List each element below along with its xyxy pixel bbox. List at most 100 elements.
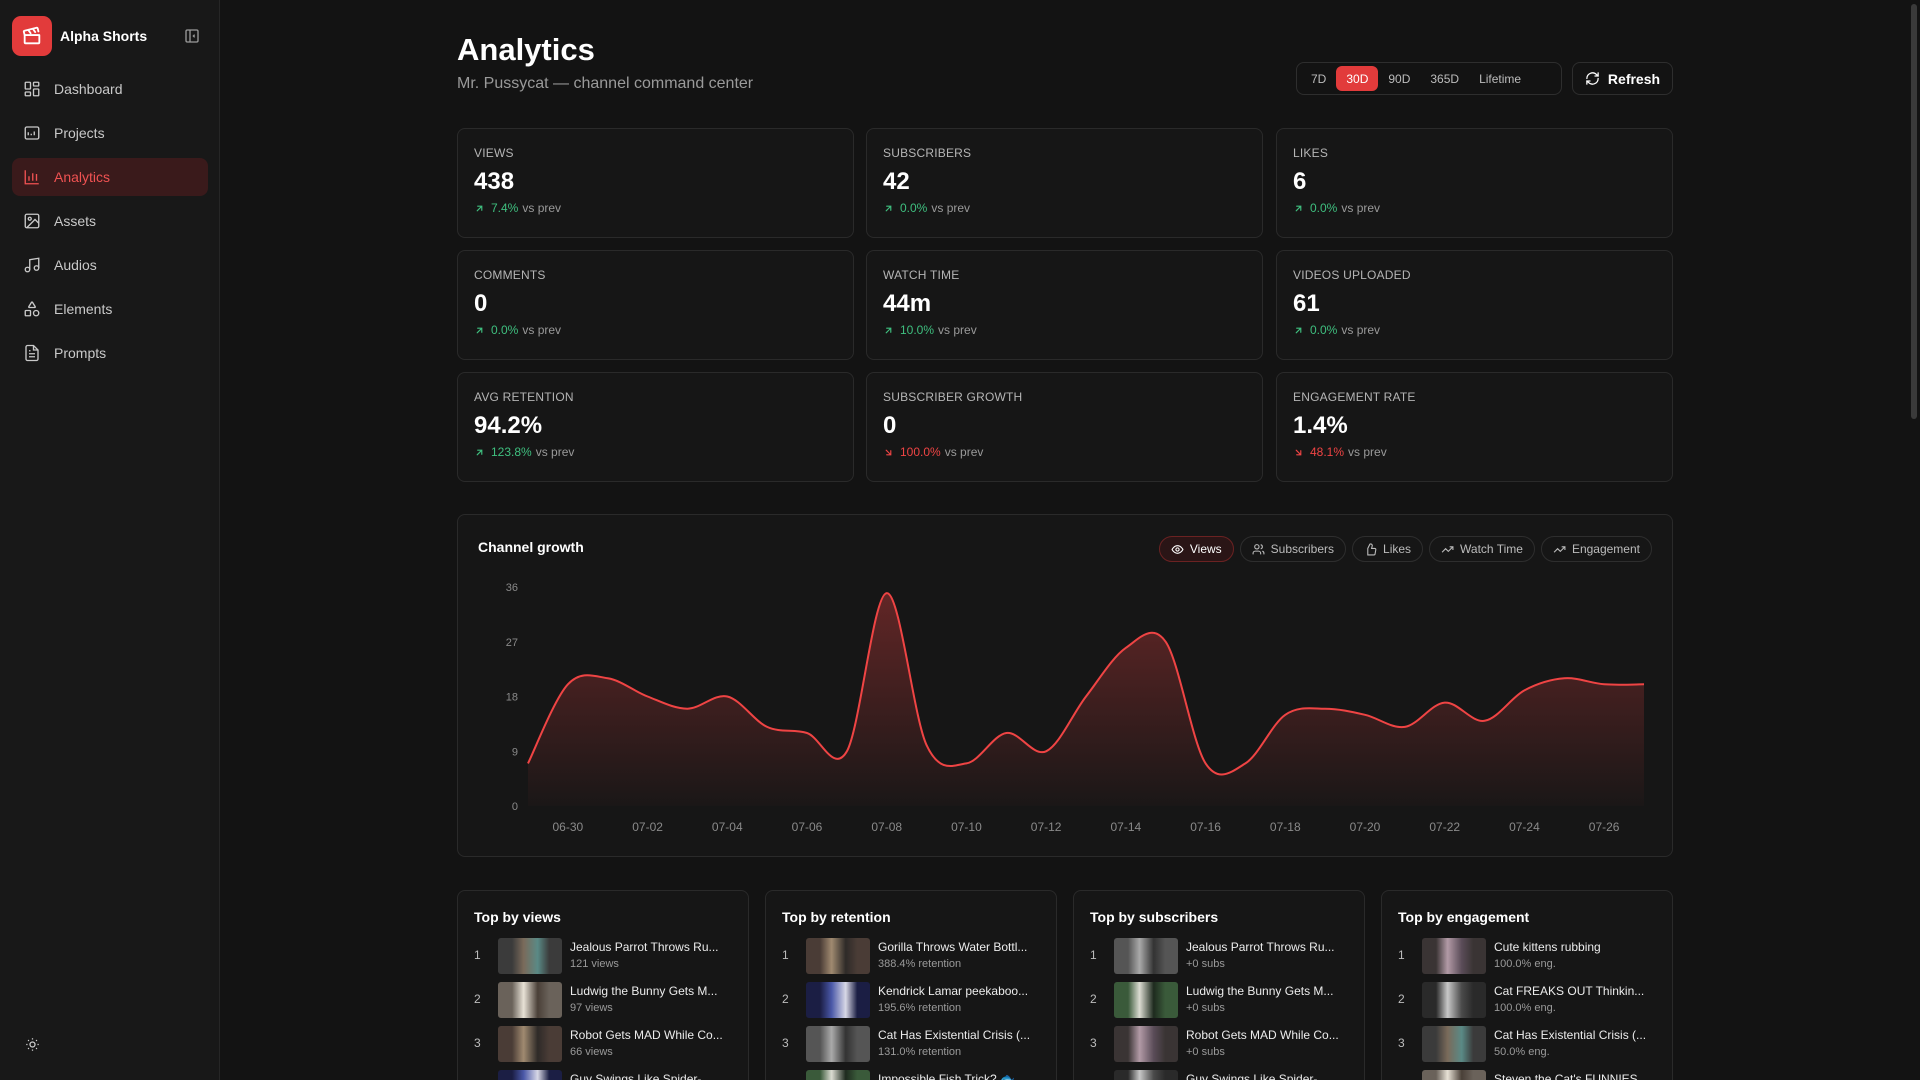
video-metric: 100.0% eng. [1494,1002,1556,1014]
data-point-07-03[interactable] [685,707,689,711]
data-point-07-20[interactable] [1363,713,1367,717]
data-point-07-16[interactable] [1204,761,1208,765]
list-item[interactable]: 1 Jealous Parrot Throws Ru... +0 subs [1090,938,1355,974]
data-point-06-30[interactable] [566,682,570,686]
list-item[interactable]: 4Guy Swings Like Spider-... [474,1070,739,1080]
x-tick-label: 07-22 [1429,820,1460,834]
arrow-down-right-icon [885,449,892,455]
data-point-07-11[interactable] [1004,731,1008,735]
sidebar-item-elements[interactable]: Elements [12,290,208,328]
data-point-07-19[interactable] [1323,707,1327,711]
data-point-07-25[interactable] [1562,676,1566,680]
list-item[interactable]: 2 Ludwig the Bunny Gets M... +0 subs [1090,982,1355,1018]
list-item[interactable]: 2 Ludwig the Bunny Gets M... 97 views [474,982,739,1018]
rank-number: 1 [1090,948,1097,962]
rank-number: 3 [782,1036,789,1050]
arrow-up-right-icon [1295,327,1302,333]
data-point-07-27[interactable] [1642,682,1646,686]
data-point-07-08[interactable] [885,591,889,595]
refresh-label: Refresh [1607,70,1661,87]
sidebar-item-analytics[interactable]: Analytics [12,158,208,196]
data-point-07-04[interactable] [725,695,729,699]
list-item[interactable]: 3 Cat Has Existential Crisis (... 131.0% r… [782,1026,1047,1062]
range-7d-button[interactable]: 7D [1311,71,1327,86]
data-point-07-12[interactable] [1044,749,1048,753]
data-point-07-14[interactable] [1124,646,1128,650]
arrow-down-right-icon [1295,449,1302,455]
data-point-07-18[interactable] [1283,713,1287,717]
refresh-button[interactable]: Refresh [1572,62,1673,95]
data-point-07-10[interactable] [964,761,968,765]
data-point-07-05[interactable] [765,725,769,729]
list-item[interactable]: 2 Kendrick Lamar peekaboo... 195.6% retent… [782,982,1047,1018]
list-item[interactable]: 4Impossible Fish Trick? 🐟... [782,1070,1047,1080]
list-item[interactable]: 1 Jealous Parrot Throws Ru... 121 views [474,938,739,974]
sidebar: Alpha Shorts Dashboard Projects Analytic… [0,0,220,1080]
sidebar-item-assets[interactable]: Assets [12,202,208,240]
sun-icon[interactable] [22,1034,42,1054]
data-point-07-17[interactable] [1243,761,1247,765]
data-point-07-15[interactable] [1164,640,1168,644]
list-item[interactable]: 4Guy Swings Like Spider-... [1090,1070,1355,1080]
list-item[interactable]: 2 Cat FREAKS OUT Thinkin... 100.0% eng. [1398,982,1663,1018]
tab-watch-time[interactable]: Watch Time [1429,536,1535,562]
list-item[interactable]: 1 Gorilla Throws Water Bottl... 388.4% ret… [782,938,1047,974]
range-365d-button[interactable]: 365D [1430,71,1460,86]
data-point-07-23[interactable] [1483,719,1487,723]
kpi-delta-percent: 0.0% [1310,201,1338,215]
kpi-card-comments: COMMENTS 0 0.0% vs prev [457,250,854,360]
data-point-07-22[interactable] [1443,701,1447,705]
sidebar-collapse-icon[interactable] [182,26,202,46]
range-90d-button[interactable]: 90D [1388,71,1411,86]
list-item[interactable]: 3 Cat Has Existential Crisis (... 50.0% en… [1398,1026,1663,1062]
sidebar-item-label: Assets [54,213,97,229]
tab-subscribers[interactable]: Subscribers [1239,536,1347,562]
brand[interactable]: Alpha Shorts [12,16,208,56]
video-title: Guy Swings Like Spider-... [1186,1072,1328,1080]
range-30d-button[interactable]: 30D [1336,66,1379,91]
data-point-07-24[interactable] [1522,688,1526,692]
kpi-delta: 10.0% vs prev [883,323,1246,337]
tab-views[interactable]: Views [1158,536,1234,562]
metric-tabs: Views Subscribers Likes Watch Time Engag… [1153,536,1652,562]
arrow-up-right-icon [885,327,892,333]
sidebar-item-prompts[interactable]: Prompts [12,334,208,372]
app-name: Alpha Shorts [60,28,148,44]
kpi-delta-suffix: vs prev [535,445,575,459]
top-list-top-by-retention: Top by retention 1 Gorilla Throws Water Bo… [765,890,1057,1080]
page-subtitle: Mr. Pussycat — channel command center [457,75,754,92]
data-point-07-26[interactable] [1602,682,1606,686]
list-item[interactable]: 4Steven the Cat's FUNNIES... [1398,1070,1663,1080]
data-point-07-07[interactable] [845,749,849,753]
kpi-delta: 0.0% vs prev [883,201,1246,215]
trending-up-icon [1441,545,1454,553]
list-item[interactable]: 3 Robot Gets MAD While Co... 66 views [474,1026,739,1062]
channel-growth-card: Channel growth Views Subscribers Likes W… [457,514,1673,857]
tab-label: Watch Time [1460,542,1523,556]
page-scrollbar[interactable] [1908,0,1920,1080]
tab-engagement[interactable]: Engagement [1540,536,1652,562]
data-point-07-13[interactable] [1084,695,1088,699]
scrollbar-thumb[interactable] [1911,4,1917,419]
sidebar-item-dashboard[interactable]: Dashboard [12,70,208,108]
data-point-07-02[interactable] [646,695,650,699]
kpi-value: 44m [883,290,932,317]
data-point-07-06[interactable] [805,731,809,735]
sidebar-item-projects[interactable]: Projects [12,114,208,152]
list-item[interactable]: 1 Cute kittens rubbing 100.0% eng. [1398,938,1663,974]
rank-number: 3 [474,1036,481,1050]
kpi-card-watch-time: WATCH TIME 44m 10.0% vs prev [866,250,1263,360]
kpi-card-engagement-rate: ENGAGEMENT RATE 1.4% 48.1% vs prev [1276,372,1673,482]
data-point-07-01[interactable] [606,676,610,680]
data-point-06-29[interactable] [526,761,530,765]
tab-likes[interactable]: Likes [1352,536,1424,562]
kpi-card-likes: LIKES 6 0.0% vs prev [1276,128,1673,238]
data-point-07-09[interactable] [925,743,929,747]
sidebar-item-audios[interactable]: Audios [12,246,208,284]
range-lifetime-button[interactable]: Lifetime [1479,71,1522,86]
kpi-delta-suffix: vs prev [944,445,984,459]
list-item[interactable]: 3 Robot Gets MAD While Co... +0 subs [1090,1026,1355,1062]
chart-title: Channel growth [478,539,584,555]
rank-number: 1 [474,948,481,962]
data-point-07-21[interactable] [1403,725,1407,729]
